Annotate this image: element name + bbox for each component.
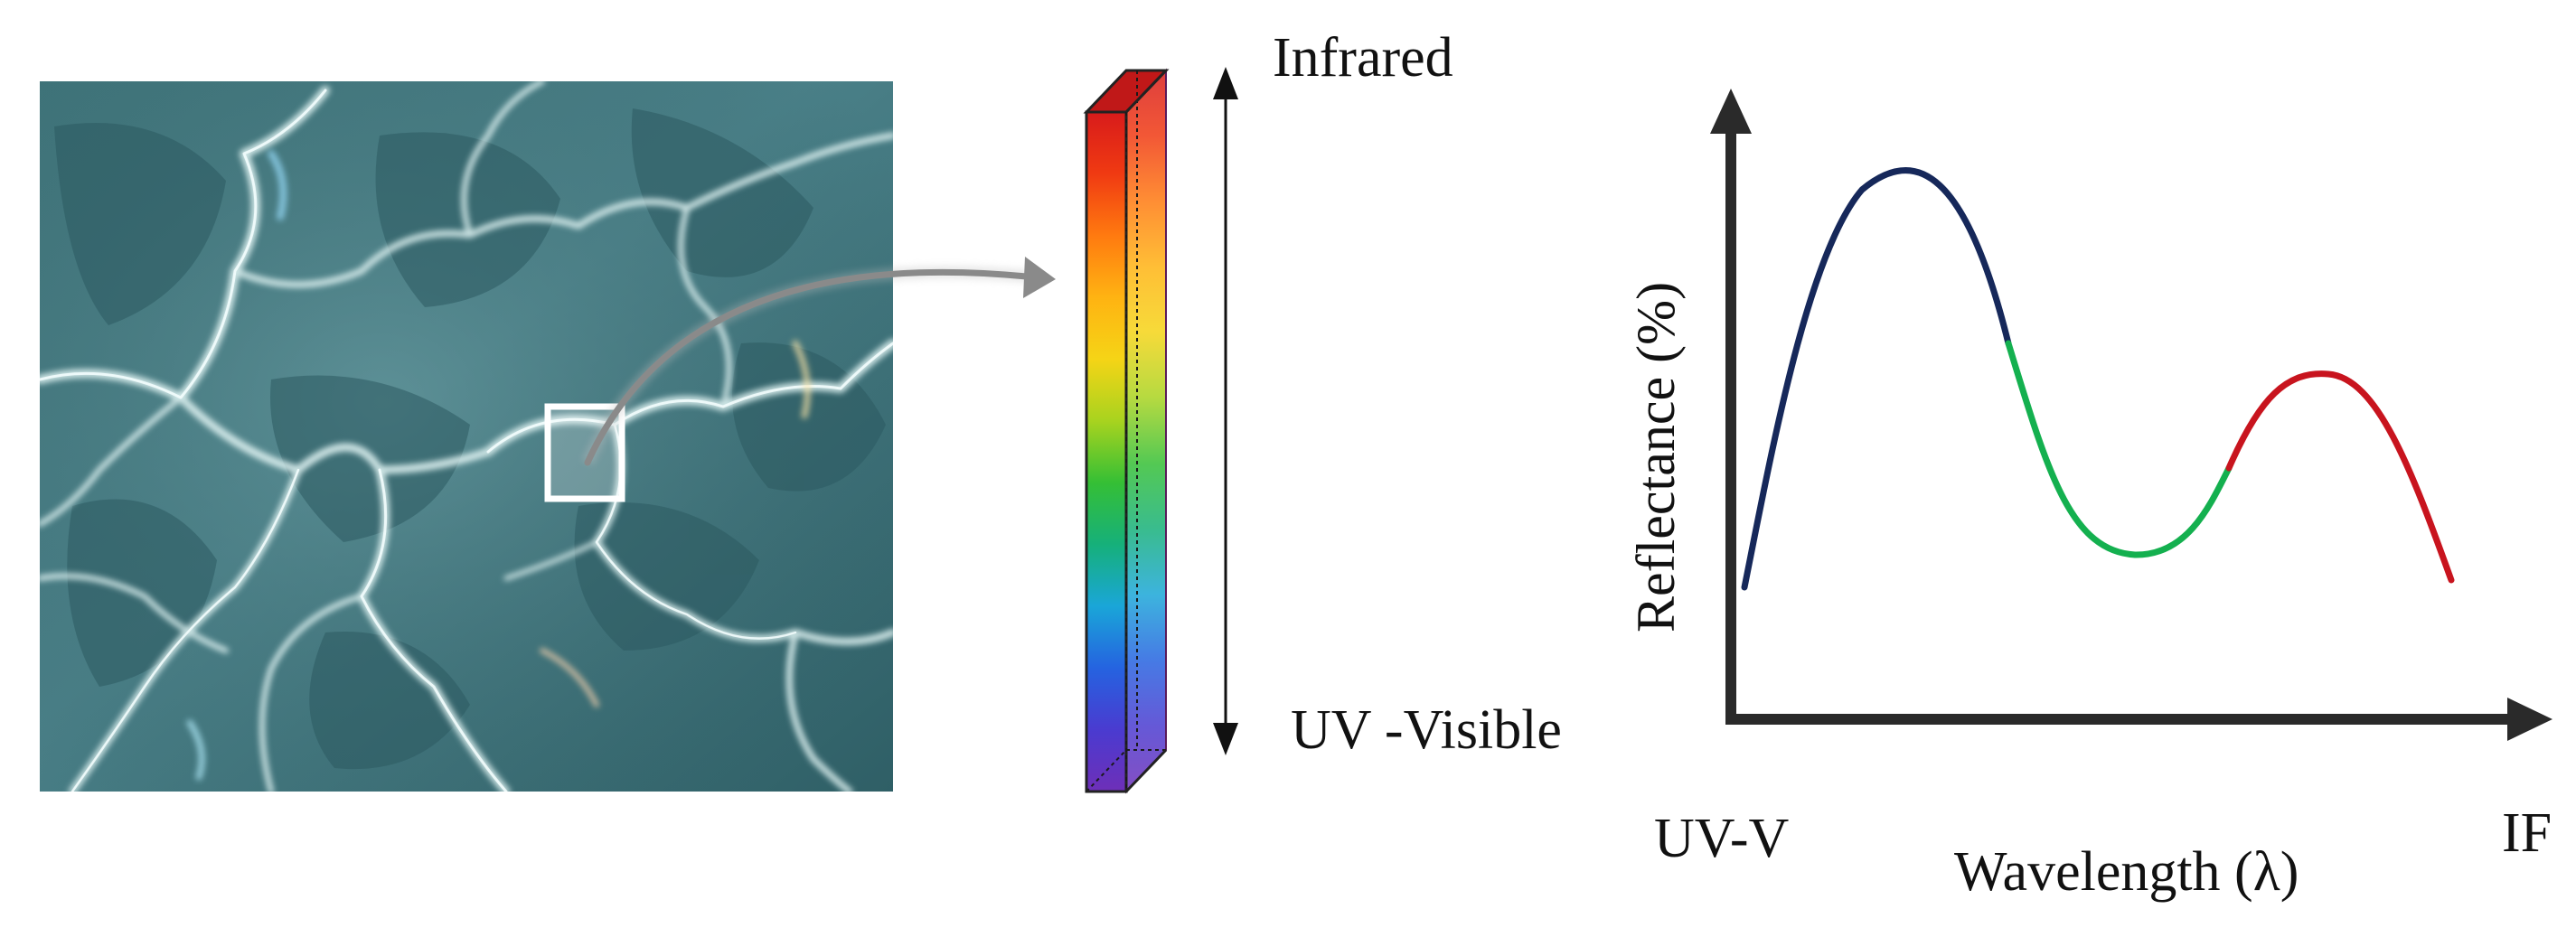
x-axis-start-label: UV-V (1654, 808, 1790, 869)
uv-visible-label: UV -Visible (1291, 699, 1562, 761)
x-axis-end-label: IF (2502, 802, 2552, 864)
spectrum-bar (1083, 68, 1170, 794)
reflectance-chart (1710, 89, 2552, 741)
curve-infrared-segment (2225, 370, 2455, 584)
spectrum-range-arrow (1213, 67, 1238, 755)
y-axis-label: Reflectance (%) (1626, 282, 1686, 632)
curve-uv-visible-segment (1741, 167, 2012, 591)
water-surface-photo (40, 81, 893, 792)
y-axis-arrowhead (1710, 89, 1752, 134)
x-axis-label: Wavelength (λ) (1954, 841, 2299, 903)
curve-visible-segment (2005, 340, 2233, 558)
infrared-label: Infrared (1273, 27, 1453, 89)
x-axis-arrowhead (2507, 698, 2552, 741)
connector-arrow (581, 257, 1056, 466)
